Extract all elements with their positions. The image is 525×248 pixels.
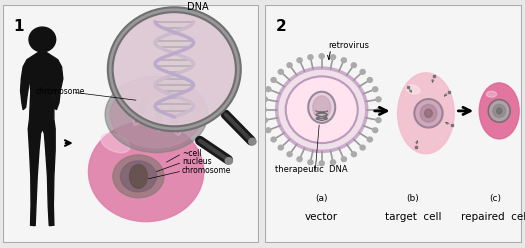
- Ellipse shape: [101, 133, 130, 153]
- Text: (a): (a): [316, 194, 328, 203]
- Ellipse shape: [308, 92, 335, 123]
- Text: vector: vector: [305, 213, 338, 222]
- Circle shape: [330, 55, 335, 60]
- Circle shape: [262, 97, 268, 102]
- Text: nucleus: nucleus: [182, 157, 212, 166]
- Circle shape: [114, 14, 234, 124]
- Ellipse shape: [167, 103, 181, 135]
- Circle shape: [286, 76, 358, 143]
- Circle shape: [110, 10, 238, 129]
- Ellipse shape: [414, 99, 443, 127]
- Circle shape: [377, 107, 382, 112]
- Circle shape: [262, 118, 268, 123]
- Circle shape: [225, 157, 233, 164]
- Ellipse shape: [135, 97, 146, 122]
- Circle shape: [360, 145, 365, 150]
- Ellipse shape: [479, 83, 519, 139]
- Text: DNA: DNA: [187, 2, 209, 12]
- Circle shape: [249, 138, 256, 145]
- Circle shape: [266, 128, 271, 133]
- Text: ~cell: ~cell: [182, 149, 202, 158]
- Ellipse shape: [156, 101, 162, 127]
- Circle shape: [368, 78, 372, 82]
- Circle shape: [277, 68, 367, 151]
- Circle shape: [261, 107, 266, 112]
- Ellipse shape: [486, 91, 497, 97]
- Text: chromosome: chromosome: [182, 166, 232, 175]
- Text: chromosome: chromosome: [36, 87, 85, 96]
- Ellipse shape: [397, 73, 454, 154]
- Text: retrovirus: retrovirus: [328, 41, 369, 50]
- Circle shape: [360, 69, 365, 74]
- Circle shape: [341, 58, 346, 62]
- Text: 1: 1: [13, 19, 24, 34]
- Text: (c): (c): [489, 194, 501, 203]
- Circle shape: [287, 63, 292, 67]
- Circle shape: [308, 160, 313, 165]
- Text: repaired  cell: repaired cell: [461, 213, 525, 222]
- Circle shape: [368, 137, 372, 142]
- Ellipse shape: [130, 164, 148, 188]
- Ellipse shape: [88, 122, 204, 222]
- Ellipse shape: [493, 104, 506, 118]
- Circle shape: [341, 157, 346, 162]
- Polygon shape: [20, 53, 63, 226]
- Circle shape: [319, 54, 324, 59]
- Circle shape: [278, 145, 284, 150]
- Circle shape: [351, 63, 356, 67]
- Ellipse shape: [120, 161, 156, 192]
- Ellipse shape: [425, 109, 433, 118]
- Ellipse shape: [154, 98, 164, 131]
- Circle shape: [373, 87, 378, 92]
- Ellipse shape: [113, 155, 164, 198]
- Circle shape: [278, 69, 284, 74]
- Circle shape: [287, 152, 292, 157]
- Text: 2: 2: [276, 19, 286, 34]
- Circle shape: [330, 160, 335, 165]
- Text: target  cell: target cell: [385, 213, 442, 222]
- Circle shape: [297, 58, 302, 62]
- Ellipse shape: [110, 81, 203, 148]
- Ellipse shape: [105, 76, 207, 153]
- Circle shape: [373, 128, 378, 133]
- Text: (b): (b): [407, 194, 419, 203]
- Ellipse shape: [420, 104, 437, 122]
- Circle shape: [266, 87, 271, 92]
- Ellipse shape: [488, 100, 510, 122]
- Circle shape: [297, 157, 302, 162]
- Text: therapeutic  DNA: therapeutic DNA: [276, 165, 348, 174]
- Ellipse shape: [497, 108, 502, 114]
- Ellipse shape: [313, 96, 331, 119]
- Circle shape: [271, 78, 276, 82]
- Ellipse shape: [406, 85, 420, 94]
- Circle shape: [376, 118, 381, 123]
- Circle shape: [29, 27, 56, 52]
- Ellipse shape: [170, 107, 179, 132]
- Circle shape: [319, 161, 324, 166]
- Circle shape: [376, 97, 381, 102]
- Circle shape: [271, 137, 276, 142]
- Circle shape: [308, 55, 313, 60]
- Circle shape: [351, 152, 356, 157]
- Ellipse shape: [133, 94, 149, 125]
